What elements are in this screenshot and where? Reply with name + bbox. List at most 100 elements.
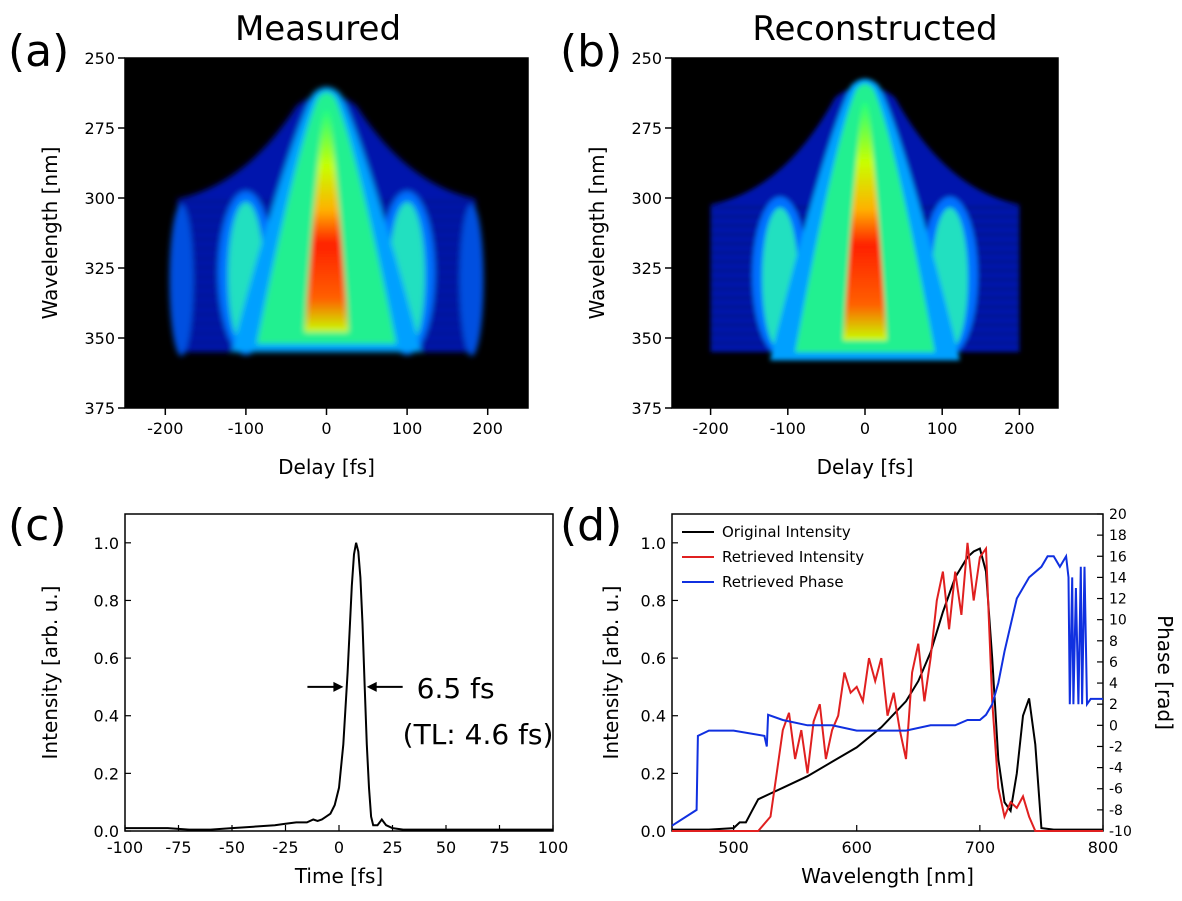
x-tick-label: -50 [219,838,245,857]
spectral-plot-frame [671,513,1104,832]
legend-label-retrieved-intensity: Retrieved Intensity [722,548,864,566]
y-axis-label-b: Wavelength [nm] [585,147,609,320]
spectral-plot: 500 600 700 800 0.0 0.2 0.4 0.6 0.8 1.0 -10 -8 -6 -4 -… [599,507,1177,888]
x-tick-label: -100 [107,838,143,857]
x-tick-label: 100 [538,838,569,857]
panel-title-a: Measured [235,9,401,49]
y-right-tick-label: 16 [1109,549,1127,565]
y-right-tick-label: 20 [1109,507,1127,523]
spectral-plot-series [671,542,1103,832]
y-right-tick-label: -8 [1109,803,1123,819]
y-axis-label-right-d: Phase [rad] [1153,615,1177,730]
y-tick-label: 0.6 [641,649,666,668]
series-line-retrieved-phase [671,553,1103,827]
temporal-plot-series [125,542,553,831]
y-right-tick-label: 6 [1109,655,1118,671]
heatmap-outer-fringe [459,204,484,356]
y-tick-label: 375 [84,399,115,418]
heatmap-cone-core [843,102,887,341]
y-right-tick-label: -10 [1109,824,1132,840]
y-tick-label: 0.4 [641,707,666,726]
heatmap-measured: -200 -100 0 100 200 250 275 300 325 350 375 Delay … [38,49,529,479]
y-tick-label: 275 [84,119,115,138]
x-tick-label: 500 [718,838,749,857]
x-tick-label: -200 [692,419,728,438]
x-tick-label: 700 [965,838,996,857]
fwhm-value-label: 6.5 fs [417,672,495,705]
panel-letter-a: (a) [8,26,69,77]
y-tick-label: 1.0 [94,534,119,553]
x-tick-label: 0 [860,419,870,438]
x-tick-label: 0 [334,838,344,857]
fwhm-annotation: 6.5 fs (TL: 4.6 fs) [307,672,553,751]
y-tick-label: 350 [84,329,115,348]
temporal-intensity-line [125,542,553,831]
y-right-tick-label: 2 [1109,697,1118,713]
heatmap-cone-core [304,111,349,332]
y-right-tick-label: 8 [1109,634,1118,650]
y-tick-label: 0.6 [94,649,119,668]
y-axis-label-a: Wavelength [nm] [38,147,62,320]
y-tick-label: 0.2 [641,764,666,783]
legend-label-original-intensity: Original Intensity [722,523,851,541]
y-tick-label: 300 [84,189,115,208]
y-right-tick-label: 0 [1109,718,1118,734]
x-axis-label-a: Delay [fs] [278,455,375,479]
y-right-tick-label: 12 [1109,592,1127,608]
heatmap-blur-layer [169,87,484,356]
y-tick-label: 0.4 [94,707,119,726]
transform-limit-label: (TL: 4.6 fs) [403,718,554,751]
y-right-tick-label: 14 [1109,570,1127,586]
y-tick-label: 375 [631,399,662,418]
y-tick-label: 0.8 [94,591,119,610]
x-tick-label: -100 [228,419,264,438]
y-right-tick-label: 18 [1109,528,1127,544]
y-tick-label: 250 [84,49,115,68]
panel-letter-b: (b) [560,26,622,77]
x-tick-label: 0 [321,419,331,438]
x-axis-label-d: Wavelength [nm] [801,864,974,888]
x-tick-label: -200 [147,419,183,438]
y-tick-label: 300 [631,189,662,208]
series-line-original-intensity [672,547,1103,831]
y-tick-label: 0.2 [94,764,119,783]
x-axis-label-c: Time [fs] [294,864,383,888]
y-tick-label: 275 [631,119,662,138]
heatmap-reconstructed-image [710,78,1020,361]
heatmap-reconstructed-axes: -200 -100 0 100 200 250 275 300 325 350 375 [631,49,1034,438]
fwhm-arrow-right-head [366,681,377,692]
y-axis-label-c: Intensity [arb. u.] [38,586,62,760]
x-axis-label-b: Delay [fs] [817,455,914,479]
y-tick-label: 0.0 [94,822,119,841]
y-right-tick-label: 10 [1109,613,1127,629]
y-tick-label: 325 [631,259,662,278]
x-tick-label: 100 [392,419,423,438]
y-tick-label: 0.8 [641,591,666,610]
x-tick-label: -75 [165,838,191,857]
temporal-plot-axes: -100 -75 -50 -25 0 25 50 75 100 0.0 0.2 0.4 0.6 0.8 1.… [94,534,569,857]
y-tick-label: 350 [631,329,662,348]
y-tick-label: 1.0 [641,534,666,553]
legend-label-retrieved-phase: Retrieved Phase [722,573,844,591]
heatmap-reconstructed: -200 -100 0 100 200 250 275 300 325 350 375 Delay … [585,49,1059,479]
panel-letter-c: (c) [8,500,67,551]
x-tick-label: -25 [272,838,298,857]
y-right-tick-label: -2 [1109,739,1123,755]
y-axis-label-d: Intensity [arb. u.] [599,586,623,760]
heatmap-blur-layer [710,78,1020,361]
panel-letter-d: (d) [560,500,622,551]
x-tick-label: 100 [927,419,958,438]
temporal-intensity-plot: -100 -75 -50 -25 0 25 50 75 100 0.0 0.2 0.4 0.6 0.8 1.… [38,513,569,888]
x-tick-label: 200 [1004,419,1035,438]
panel-title-b: Reconstructed [752,9,997,49]
spectral-plot-axes: 500 600 700 800 0.0 0.2 0.4 0.6 0.8 1.0 -10 -8 -6 -4 -… [641,507,1132,857]
y-tick-label: 250 [631,49,662,68]
x-tick-label: 800 [1088,838,1119,857]
y-right-tick-label: -4 [1109,761,1123,777]
x-tick-label: 50 [436,838,456,857]
spectral-plot-legend: Original Intensity Retrieved Intensity R… [682,523,864,591]
heatmap-measured-axes: -200 -100 0 100 200 250 275 300 325 350 375 [84,49,503,438]
heatmap-outer-fringe [169,204,194,356]
x-tick-label: 25 [382,838,402,857]
